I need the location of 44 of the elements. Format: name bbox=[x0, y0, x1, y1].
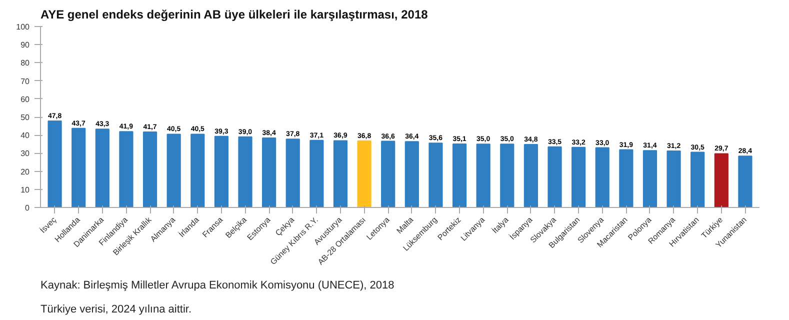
bar bbox=[500, 144, 514, 208]
bar bbox=[119, 131, 134, 208]
bar bbox=[310, 140, 324, 208]
bar bbox=[642, 150, 658, 208]
bar bbox=[476, 144, 490, 208]
bar bbox=[48, 120, 62, 208]
y-tick-label: 100 bbox=[16, 22, 30, 32]
bar bbox=[452, 143, 467, 208]
bar bbox=[404, 141, 419, 208]
y-tick-label: 70 bbox=[20, 76, 30, 86]
y-tick-label: 50 bbox=[20, 113, 30, 122]
bar bbox=[619, 149, 634, 208]
y-tick-label: 20 bbox=[20, 167, 30, 176]
bar bbox=[595, 147, 610, 208]
text: Kaynak: Birleşmiş Milletler Avrupa Ekonomik Komisyonu (UNECE), 2018 bbox=[40, 280, 394, 292]
bar bbox=[166, 134, 181, 208]
bar bbox=[572, 146, 586, 208]
y-tick-label: 10 bbox=[20, 185, 30, 194]
y-tick-label: 80 bbox=[20, 58, 30, 68]
bar bbox=[286, 138, 300, 208]
y-tick-label: 40 bbox=[20, 131, 30, 140]
bar bbox=[357, 140, 372, 208]
bar bbox=[95, 128, 110, 208]
y-tick-label: 30 bbox=[20, 149, 30, 158]
bar bbox=[262, 137, 276, 208]
bar bbox=[548, 146, 562, 208]
bar bbox=[381, 140, 396, 208]
bar bbox=[333, 140, 348, 208]
bar bbox=[214, 136, 228, 208]
y-tick-label: 0 bbox=[25, 204, 30, 212]
y-tick-label: 90 bbox=[20, 40, 30, 50]
bar bbox=[666, 150, 681, 208]
bar bbox=[524, 144, 538, 208]
bar bbox=[72, 128, 86, 208]
bar bbox=[714, 153, 728, 208]
bar bbox=[238, 136, 252, 208]
y-tick-label: 60 bbox=[20, 94, 30, 104]
bar bbox=[190, 134, 205, 208]
bar bbox=[738, 156, 752, 208]
chart-title: AYE genel endeks değerinin AB üye ülkeleri ile karşılaştırması, 2018 bbox=[40, 8, 428, 22]
bar bbox=[690, 152, 705, 208]
bar bbox=[142, 132, 158, 208]
text: Türkiye verisi, 2024 yılına aittir. bbox=[40, 304, 192, 316]
bar bbox=[428, 142, 443, 208]
